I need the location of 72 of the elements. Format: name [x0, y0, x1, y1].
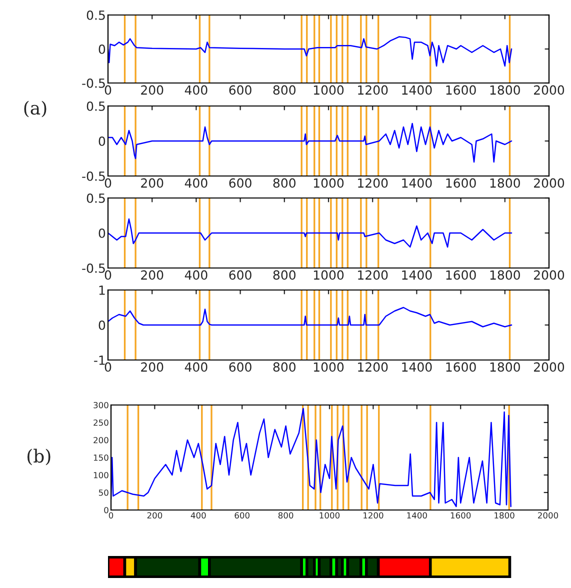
- x-tick-label: 1400: [407, 512, 427, 519]
- y-tick-label: 0.5: [86, 101, 105, 111]
- text: (b): [28, 448, 50, 466]
- x-tick-label: 1000: [314, 178, 344, 188]
- y-tick-label: 0: [98, 228, 106, 238]
- x-tick-label: 1800: [494, 512, 514, 519]
- x-tick-label: 400: [184, 85, 208, 95]
- x-tick-label: 1000: [314, 85, 344, 95]
- x-tick-label: 2000: [538, 512, 558, 519]
- y-tick-label: -0.5: [82, 78, 105, 88]
- x-tick-label: 1600: [450, 512, 471, 519]
- x-tick-label: 1000: [314, 270, 344, 280]
- x-tick-label: 600: [234, 512, 250, 519]
- x-tick-label: 1600: [446, 85, 476, 95]
- x-tick-label: 1000: [320, 512, 340, 519]
- x-tick-label: 1800: [490, 85, 520, 95]
- x-tick-label: 1200: [358, 85, 388, 95]
- x-tick-label: 400: [190, 512, 206, 519]
- x-tick-label: 600: [229, 85, 252, 95]
- x-tick-label: 200: [147, 512, 162, 519]
- x-tick-label: 400: [184, 178, 208, 188]
- x-tick-label: 1400: [402, 362, 432, 372]
- x-tick-label: 1800: [490, 178, 520, 188]
- x-tick-label: 200: [141, 362, 164, 372]
- y-tick-label: -0.5: [82, 263, 105, 273]
- x-tick-label: 800: [273, 85, 296, 95]
- y-tick-label: 250: [94, 419, 108, 426]
- y-tick-label: 150: [94, 454, 108, 461]
- y-tick-label: 1: [99, 286, 105, 295]
- x-tick-label: 2000: [534, 178, 564, 188]
- x-tick-label: 1000: [314, 362, 344, 372]
- x-tick-label: 1200: [364, 512, 384, 519]
- x-tick-label: 1200: [358, 270, 388, 280]
- y-tick-label: 0: [98, 320, 106, 330]
- y-tick-label: 200: [94, 436, 108, 444]
- x-tick-label: 200: [141, 178, 164, 188]
- x-tick-label: 0: [108, 512, 114, 519]
- x-tick-label: 1800: [490, 362, 520, 372]
- x-tick-label: 400: [184, 362, 208, 372]
- x-tick-label: 800: [273, 178, 296, 188]
- x-tick-label: 400: [184, 270, 208, 280]
- x-tick-label: 1600: [446, 362, 476, 372]
- y-tick-label: 0.5: [86, 193, 105, 203]
- x-tick-label: 1400: [402, 85, 432, 95]
- y-tick-label: 0.5: [86, 10, 105, 20]
- x-tick-label: 1600: [446, 178, 476, 188]
- x-tick-label: 800: [273, 270, 296, 280]
- x-tick-label: 1200: [358, 362, 388, 372]
- y-tick-label: 0: [104, 506, 108, 514]
- x-tick-label: 600: [229, 362, 252, 372]
- y-tick-label: 0: [98, 44, 106, 54]
- x-tick-label: 1400: [402, 178, 432, 188]
- x-tick-label: 600: [229, 178, 252, 188]
- x-tick-label: 2000: [534, 85, 564, 95]
- x-tick-label: 1400: [402, 270, 432, 280]
- x-tick-label: 1800: [490, 270, 520, 280]
- x-tick-label: 1600: [446, 270, 476, 280]
- x-tick-label: 1200: [358, 178, 388, 188]
- x-tick-label: 2000: [534, 362, 564, 372]
- y-tick-label: 0: [98, 136, 106, 146]
- x-tick-label: 600: [229, 270, 252, 280]
- x-tick-label: 800: [278, 512, 294, 519]
- y-tick-label: -1: [94, 356, 105, 365]
- y-tick-label: 300: [94, 402, 108, 408]
- x-tick-label: 200: [141, 270, 164, 280]
- y-tick-label: 100: [94, 472, 108, 478]
- y-tick-label: -0.5: [82, 171, 105, 181]
- x-tick-label: 2000: [534, 270, 564, 280]
- y-tick-label: 50: [98, 489, 108, 496]
- x-tick-label: 200: [141, 85, 164, 95]
- text: (a): [24, 100, 46, 118]
- x-tick-label: 800: [273, 362, 296, 372]
